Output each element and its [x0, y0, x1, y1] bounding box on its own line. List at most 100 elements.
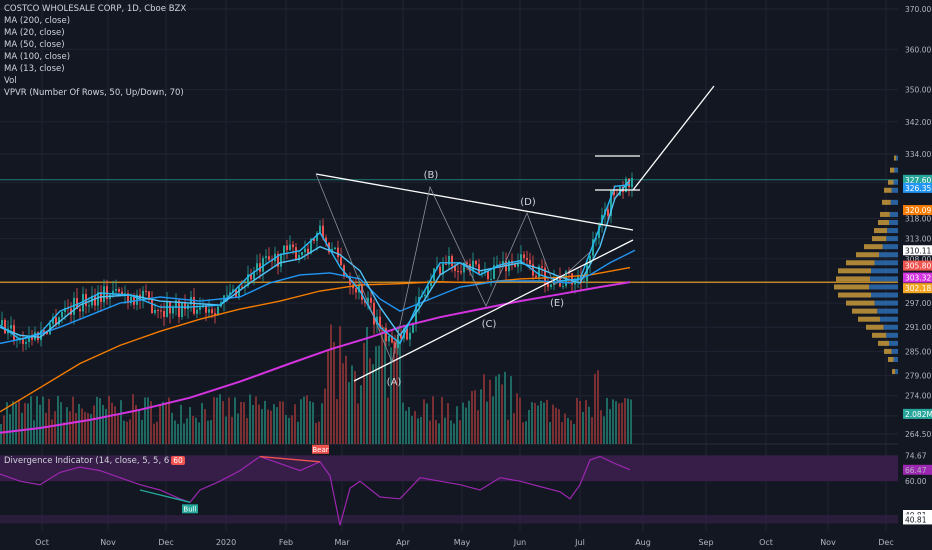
candle-body — [547, 284, 549, 288]
price-tick-label: 334.00 — [905, 150, 931, 159]
volume-bar — [195, 417, 197, 444]
volume-bar — [63, 422, 65, 444]
candle-body — [517, 262, 519, 267]
volume-bar — [99, 398, 101, 444]
candle-body — [268, 256, 270, 260]
oscillator-badge: 60 — [171, 456, 185, 465]
volume-bar — [246, 418, 248, 444]
vpvr-bar-up — [872, 332, 887, 338]
candle-body — [607, 209, 609, 216]
volume-bar — [102, 404, 104, 444]
legend-ma50[interactable]: MA (50, close) — [4, 40, 65, 50]
candle-body — [472, 260, 474, 272]
volume-bar — [141, 419, 143, 444]
legend-ma13[interactable]: MA (13, close) — [4, 64, 65, 74]
vpvr-bar-down — [891, 348, 898, 354]
candle-body — [391, 335, 393, 343]
volume-bar — [612, 399, 614, 444]
volume-bar — [489, 379, 491, 444]
candle-body — [22, 338, 24, 344]
legend-title[interactable]: COSTCO WHOLESALE CORP, 1D, Cboe BZX — [4, 4, 187, 14]
volume-bar — [222, 401, 224, 444]
volume-bar — [351, 365, 353, 444]
volume-bar — [30, 396, 32, 444]
volume-bar — [600, 410, 602, 444]
trendline-drawings — [315, 85, 715, 382]
volume-bar — [0, 423, 2, 444]
candle-body — [118, 289, 120, 292]
legend-vpvr[interactable]: VPVR (Number Of Rows, 50, Up/Down, 70) — [4, 88, 184, 98]
support-trendline — [353, 239, 634, 382]
ma-line — [0, 179, 631, 339]
price-tag — [903, 174, 932, 185]
volume-bar — [108, 395, 110, 444]
candle-body — [334, 247, 336, 249]
candle-body — [475, 260, 477, 265]
volume-bar — [231, 416, 233, 444]
volume-bar — [282, 401, 284, 444]
vpvr-bar-up — [888, 356, 894, 362]
candle-body — [457, 271, 459, 273]
vpvr-bar-down — [889, 220, 898, 226]
osc-tick-label: 66.47 — [905, 466, 927, 475]
price-tag — [903, 260, 932, 271]
volume-bar — [51, 419, 53, 444]
candle-body — [43, 330, 45, 333]
time-tick-label: Mar — [334, 538, 350, 547]
vpvr-bar-down — [890, 199, 898, 205]
candle-body — [172, 307, 174, 314]
volume-bar — [234, 397, 236, 444]
candle-body — [319, 225, 321, 233]
candle-body — [160, 310, 162, 312]
bear-label: Bear — [312, 446, 328, 454]
volume-bar — [513, 413, 515, 444]
candle-body — [373, 302, 375, 325]
candle-body — [295, 247, 297, 260]
volume-bar — [237, 413, 239, 444]
volume-bar — [324, 388, 326, 444]
oscillator-legend[interactable]: Divergence Indicator (14, close, 5, 5, 6… — [4, 456, 185, 466]
volume-bar — [453, 423, 455, 444]
volume-bar — [624, 398, 626, 444]
volume-bar — [15, 403, 17, 444]
candle-body — [253, 271, 255, 280]
moving-averages — [0, 179, 636, 434]
volume-bar — [339, 326, 341, 444]
volume-bar — [345, 355, 347, 444]
ma-line — [0, 249, 636, 345]
legend-vol[interactable]: Vol — [4, 76, 17, 86]
volume-bar — [447, 403, 449, 444]
volume-bar — [471, 391, 473, 444]
volume-bar — [318, 421, 320, 444]
legend-ma20[interactable]: MA (20, close) — [4, 28, 65, 38]
volume-bar — [585, 400, 587, 444]
volume-bar — [540, 400, 542, 444]
volume-bar — [354, 370, 356, 444]
volume-bar — [207, 420, 209, 444]
legend-ma200[interactable]: MA (200, close) — [4, 16, 71, 26]
volume-bar — [60, 402, 62, 444]
volume-bar — [564, 413, 566, 444]
candle-body — [313, 238, 315, 241]
volume-bar — [312, 402, 314, 444]
price-tag-label: 303.32 — [905, 274, 931, 283]
volume-bar — [330, 324, 332, 444]
volume-bar — [531, 402, 533, 444]
legend-ma100[interactable]: MA (100, close) — [4, 52, 71, 62]
volume-bar — [117, 414, 119, 444]
volume-bar — [306, 395, 308, 444]
volume-bar — [204, 409, 206, 444]
vpvr-bar-down — [893, 356, 898, 362]
candle-body — [409, 332, 411, 340]
volume-bar — [36, 396, 38, 444]
candle-body — [184, 302, 186, 310]
volume-bar — [516, 393, 518, 444]
volume-bar — [462, 402, 464, 444]
oscillator-pane: Bear Bull — [0, 444, 898, 526]
volume-bar — [24, 403, 26, 444]
volume-bar — [465, 407, 467, 444]
price-tick-label: 350.00 — [905, 86, 931, 95]
candle-body — [226, 294, 228, 296]
volume-bar — [186, 418, 188, 444]
